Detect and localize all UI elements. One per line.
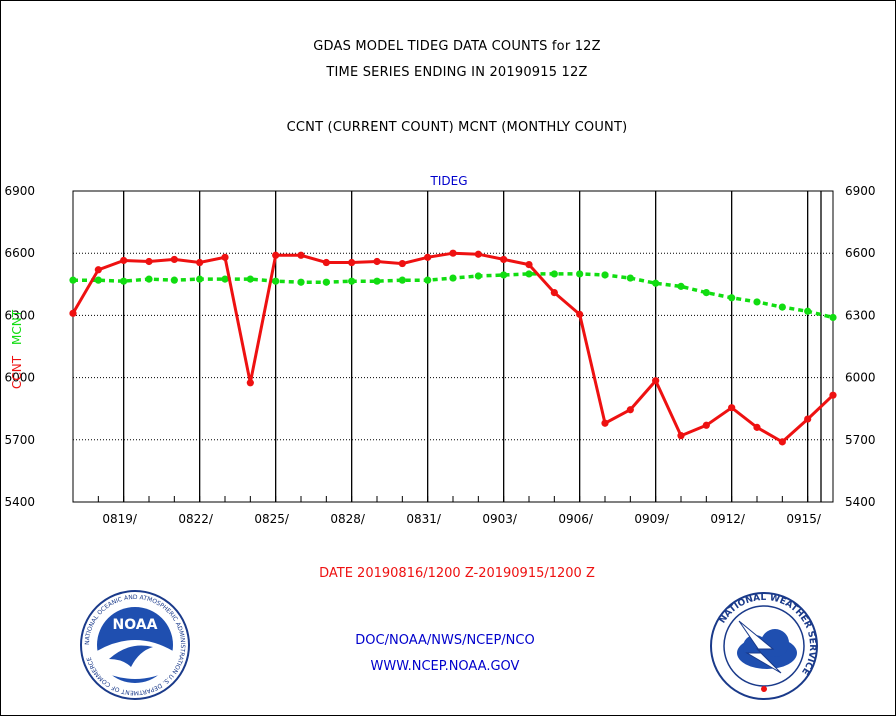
- date-range-label: DATE 20190816/1200 Z-20190915/1200 Z: [319, 566, 595, 581]
- data-point-ccnt: [652, 377, 660, 385]
- data-point-mcnt: [677, 282, 685, 290]
- x-tick-label: 0903/: [482, 512, 518, 526]
- y-tick-label-right: 6000: [845, 371, 876, 385]
- data-point-ccnt: [221, 253, 229, 261]
- data-point-mcnt: [221, 275, 229, 283]
- data-point-mcnt: [626, 274, 634, 282]
- data-point-mcnt: [196, 275, 204, 283]
- data-point-ccnt: [677, 432, 685, 440]
- data-point-mcnt: [120, 277, 128, 285]
- data-point-mcnt: [753, 298, 761, 306]
- data-point-mcnt: [576, 270, 584, 278]
- data-point-ccnt: [474, 250, 482, 258]
- data-point-mcnt: [652, 279, 660, 287]
- data-point-mcnt: [474, 272, 482, 280]
- website-label: WWW.NCEP.NOAA.GOV: [370, 659, 520, 674]
- noaa-logo-text: NOAA: [113, 617, 158, 633]
- data-point-ccnt: [297, 251, 305, 259]
- data-point-mcnt: [322, 278, 330, 286]
- data-point-ccnt: [626, 406, 634, 414]
- data-point-mcnt: [449, 274, 457, 282]
- data-point-mcnt: [348, 277, 356, 285]
- data-point-mcnt: [272, 277, 280, 285]
- x-tick-label: 0822/: [178, 512, 214, 526]
- x-tick-label: 0819/: [102, 512, 138, 526]
- y-tick-label-right: 6900: [845, 184, 876, 198]
- x-tick-label: 0915/: [786, 512, 822, 526]
- plot-title: TIDEG: [430, 174, 468, 188]
- y-tick-label-right: 6600: [845, 246, 876, 260]
- y-tick-label-left: 6900: [4, 184, 35, 198]
- data-point-ccnt: [449, 249, 457, 257]
- data-point-mcnt: [728, 294, 736, 302]
- y-tick-label-left: 6000: [4, 371, 35, 385]
- data-point-mcnt: [804, 307, 812, 315]
- data-point-mcnt: [246, 275, 254, 283]
- data-point-mcnt: [778, 303, 786, 311]
- data-point-mcnt: [601, 271, 609, 279]
- data-point-ccnt: [829, 391, 837, 399]
- data-point-mcnt: [550, 270, 558, 278]
- y-axis-label-mcnt: MCNT: [10, 309, 24, 345]
- data-point-ccnt: [728, 404, 736, 412]
- y-tick-label-left: 5400: [4, 495, 35, 509]
- data-point-ccnt: [348, 258, 356, 267]
- data-point-ccnt: [373, 257, 381, 266]
- x-tick-label: 0831/: [406, 512, 442, 526]
- data-point-mcnt: [424, 276, 432, 284]
- data-point-mcnt: [69, 276, 77, 284]
- data-point-ccnt: [550, 288, 558, 297]
- data-point-ccnt: [753, 423, 761, 431]
- x-tick-label: 0825/: [254, 512, 290, 526]
- data-point-ccnt: [778, 438, 786, 446]
- y-tick-label-right: 6300: [845, 308, 876, 322]
- x-tick-label: 0828/: [330, 512, 366, 526]
- data-point-ccnt: [246, 379, 254, 387]
- x-tick-label: 0909/: [634, 512, 670, 526]
- noaa-logo: NOAA NATIONAL OCEANIC AND ATMOSPHERIC AD…: [80, 590, 190, 700]
- chart-title: GDAS MODEL TIDEG DATA COUNTS for 12Z: [313, 39, 601, 54]
- data-point-ccnt: [601, 419, 609, 427]
- chart-subtitle: TIME SERIES ENDING IN 20190915 12Z: [326, 65, 588, 80]
- data-point-mcnt: [373, 277, 381, 285]
- data-point-ccnt: [576, 310, 584, 318]
- y-tick-label-left: 6300: [4, 308, 35, 322]
- y-axis-label-ccnt: CCNT: [10, 355, 24, 389]
- data-point-ccnt: [196, 258, 204, 267]
- y-tick-label-left: 6600: [4, 246, 35, 260]
- data-point-ccnt: [145, 257, 153, 266]
- x-tick-label: 0912/: [710, 512, 746, 526]
- data-point-ccnt: [398, 259, 406, 268]
- data-point-mcnt: [525, 270, 533, 278]
- data-point-ccnt: [804, 415, 812, 423]
- data-point-ccnt: [500, 255, 508, 264]
- data-point-ccnt: [702, 421, 710, 429]
- y-tick-label-right: 5400: [845, 495, 876, 509]
- y-tick-label-right: 5700: [845, 433, 876, 447]
- y-tick-label-left: 5700: [4, 433, 35, 447]
- data-point-mcnt: [398, 276, 406, 284]
- data-point-mcnt: [145, 275, 153, 283]
- data-point-ccnt: [272, 251, 280, 259]
- data-point-ccnt: [120, 256, 128, 265]
- x-tick-label: 0906/: [558, 512, 594, 526]
- data-point-mcnt: [170, 276, 178, 284]
- data-point-ccnt: [69, 309, 77, 317]
- data-point-ccnt: [170, 255, 178, 264]
- plot-area: [72, 190, 834, 503]
- data-point-ccnt: [94, 266, 102, 274]
- data-point-ccnt: [525, 261, 533, 269]
- org-label: DOC/NOAA/NWS/NCEP/NCO: [355, 633, 535, 648]
- data-point-mcnt: [500, 271, 508, 279]
- data-point-mcnt: [702, 288, 710, 297]
- data-point-mcnt: [94, 276, 102, 284]
- data-point-mcnt: [297, 278, 305, 286]
- nws-logo: NATIONAL WEATHER SERVICE: [710, 592, 818, 700]
- series-description: CCNT (CURRENT COUNT) MCNT (MONTHLY COUNT…: [286, 120, 628, 135]
- data-point-ccnt: [424, 253, 432, 261]
- data-point-ccnt: [322, 258, 330, 267]
- data-point-mcnt: [829, 313, 837, 322]
